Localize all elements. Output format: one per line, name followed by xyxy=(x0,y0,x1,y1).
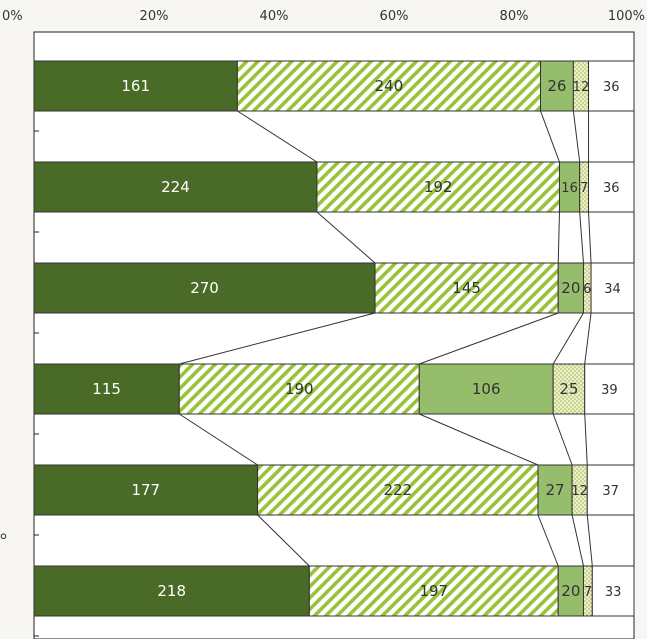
data-label: 190 xyxy=(285,380,314,398)
bar-segment xyxy=(33,60,238,112)
x-tick-label: 20% xyxy=(140,9,169,24)
x-tick-label: 60% xyxy=(380,9,409,24)
connector-line xyxy=(588,211,592,264)
data-label: 37 xyxy=(602,484,619,499)
bar-segment xyxy=(178,363,420,415)
data-label: 27 xyxy=(546,481,565,499)
data-label: 26 xyxy=(547,77,566,95)
data-label: 218 xyxy=(157,582,186,600)
connector-line xyxy=(552,413,573,466)
data-label: 25 xyxy=(559,380,578,398)
bar-segment xyxy=(33,464,259,516)
bar-segment xyxy=(374,262,559,314)
plot-area xyxy=(33,31,635,639)
data-label: 161 xyxy=(121,77,150,95)
data-label: 177 xyxy=(131,481,160,499)
bar-segment xyxy=(557,565,584,617)
x-tick-label: 40% xyxy=(260,9,289,24)
side-mark: 。 xyxy=(0,522,18,543)
data-label: 7 xyxy=(580,181,588,196)
data-label: 197 xyxy=(419,582,448,600)
data-label: 36 xyxy=(603,80,620,95)
connector-line xyxy=(178,413,258,466)
data-label: 33 xyxy=(605,585,622,600)
bar-segment xyxy=(590,262,635,314)
connector-line xyxy=(179,312,376,365)
bar-segment xyxy=(236,60,542,112)
data-label: 7 xyxy=(584,585,592,600)
data-label: 20 xyxy=(561,582,580,600)
bar-segment xyxy=(540,60,574,112)
data-label: 34 xyxy=(604,282,621,297)
x-tick-label: 0% xyxy=(2,9,23,24)
connector-line xyxy=(579,211,584,264)
x-tick-label: 80% xyxy=(500,9,529,24)
connector-line xyxy=(237,110,318,163)
bar-segments xyxy=(33,60,635,617)
bar-segment xyxy=(316,161,560,213)
data-label: 115 xyxy=(92,380,121,398)
bar-segment xyxy=(591,565,635,617)
connector-line xyxy=(419,312,559,365)
bar-segment xyxy=(33,161,318,213)
data-label: 39 xyxy=(601,383,618,398)
connector-line xyxy=(419,413,539,466)
data-label: 106 xyxy=(472,380,501,398)
data-label: 224 xyxy=(161,178,190,196)
bar-segment xyxy=(588,60,635,112)
data-label: 270 xyxy=(190,279,219,297)
connector-line xyxy=(557,211,560,264)
data-label: 192 xyxy=(424,178,453,196)
axis-ticks: 0% 20% 40% 60% 80% 100% xyxy=(2,9,645,637)
data-label: 222 xyxy=(383,481,412,499)
bar-segment xyxy=(33,262,376,314)
data-label: 145 xyxy=(452,279,481,297)
bar-segment xyxy=(584,363,635,415)
data-label: 12 xyxy=(573,80,590,95)
connector-line xyxy=(552,312,584,365)
data-label: 36 xyxy=(603,181,620,196)
bar-segment xyxy=(257,464,539,516)
connector-line xyxy=(257,514,310,567)
connector-line xyxy=(584,413,588,466)
data-label: 6 xyxy=(583,282,591,297)
bar-segment xyxy=(586,464,635,516)
connector-line xyxy=(586,514,593,567)
data-label: 12 xyxy=(571,484,588,499)
connector-line xyxy=(316,211,376,264)
data-label: 240 xyxy=(375,77,404,95)
connector-line xyxy=(572,110,581,163)
connector-line xyxy=(571,514,584,567)
data-label: 20 xyxy=(561,279,580,297)
connector-line xyxy=(584,312,592,365)
bar-segment xyxy=(588,161,635,213)
bar-segment xyxy=(418,363,554,415)
data-label: 16 xyxy=(561,181,578,196)
x-tick-label: 100% xyxy=(608,9,645,24)
connector-line xyxy=(540,110,560,163)
connector-line xyxy=(537,514,559,567)
bar-segment xyxy=(33,363,180,415)
connector-lines xyxy=(178,110,593,567)
